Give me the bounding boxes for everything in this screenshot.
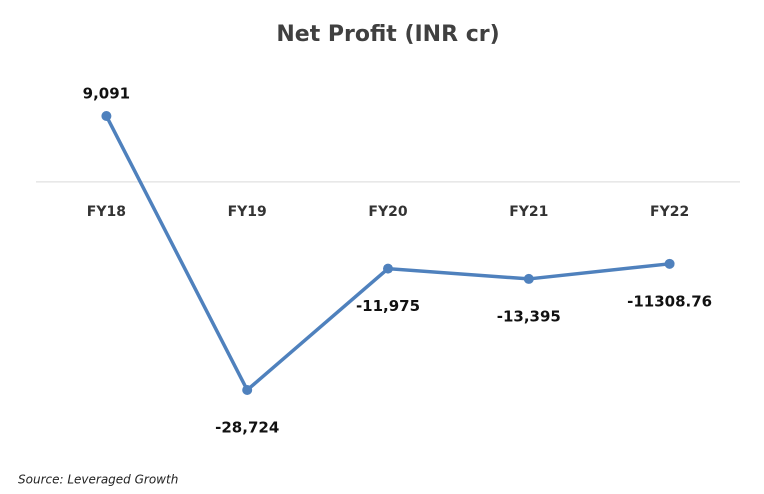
point bbox=[383, 263, 393, 274]
value-label: -13,395 bbox=[497, 307, 561, 325]
value-label: -11308.76 bbox=[627, 292, 712, 310]
x-tick-label: FY19 bbox=[228, 204, 267, 220]
x-tick-label: FY22 bbox=[650, 204, 689, 220]
x-tick-label: FY20 bbox=[368, 204, 407, 220]
point bbox=[523, 273, 534, 284]
point bbox=[242, 385, 253, 395]
value-label: -11,975 bbox=[356, 297, 420, 315]
x-tick-label: FY18 bbox=[87, 204, 126, 220]
chart-title: Net Profit (INR cr) bbox=[276, 22, 499, 47]
point bbox=[664, 258, 675, 269]
line bbox=[104, 115, 670, 393]
value-label: 9,091 bbox=[83, 85, 130, 103]
x-tick-label: FY21 bbox=[509, 204, 548, 220]
point bbox=[101, 111, 112, 121]
value-label: -28,724 bbox=[215, 419, 279, 437]
source: Source: Leveraged Growth bbox=[18, 473, 178, 487]
